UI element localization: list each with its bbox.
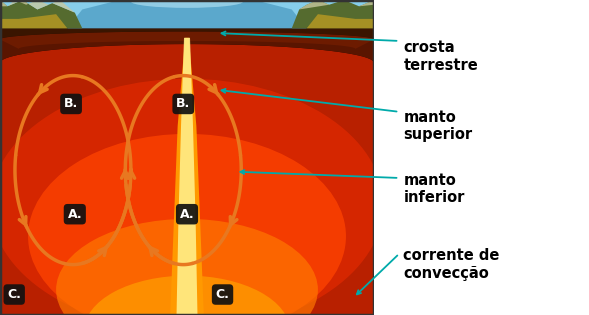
Polygon shape	[0, 0, 374, 315]
Ellipse shape	[28, 134, 346, 315]
Polygon shape	[0, 44, 374, 315]
Ellipse shape	[84, 276, 290, 315]
Polygon shape	[0, 28, 374, 39]
Polygon shape	[0, 0, 82, 28]
Text: corrente de
convecção: corrente de convecção	[403, 249, 500, 281]
Text: A.: A.	[180, 208, 194, 221]
Polygon shape	[170, 38, 204, 315]
Polygon shape	[0, 32, 374, 63]
Text: C.: C.	[216, 288, 230, 301]
Polygon shape	[0, 32, 374, 49]
Polygon shape	[67, 0, 307, 28]
Text: A.: A.	[68, 208, 82, 221]
Text: manto
inferior: manto inferior	[403, 173, 465, 205]
Polygon shape	[0, 14, 67, 28]
Polygon shape	[0, 0, 374, 28]
Ellipse shape	[0, 79, 383, 315]
Text: B.: B.	[64, 97, 78, 111]
Text: B.: B.	[176, 97, 190, 111]
Polygon shape	[292, 0, 374, 28]
Ellipse shape	[56, 219, 318, 315]
Text: C.: C.	[7, 288, 21, 301]
Polygon shape	[307, 14, 374, 28]
Polygon shape	[177, 38, 197, 315]
Text: manto
superior: manto superior	[403, 110, 472, 142]
Polygon shape	[299, 0, 374, 9]
Ellipse shape	[131, 0, 243, 8]
Text: crosta
terrestre: crosta terrestre	[403, 41, 478, 73]
Polygon shape	[0, 0, 75, 13]
